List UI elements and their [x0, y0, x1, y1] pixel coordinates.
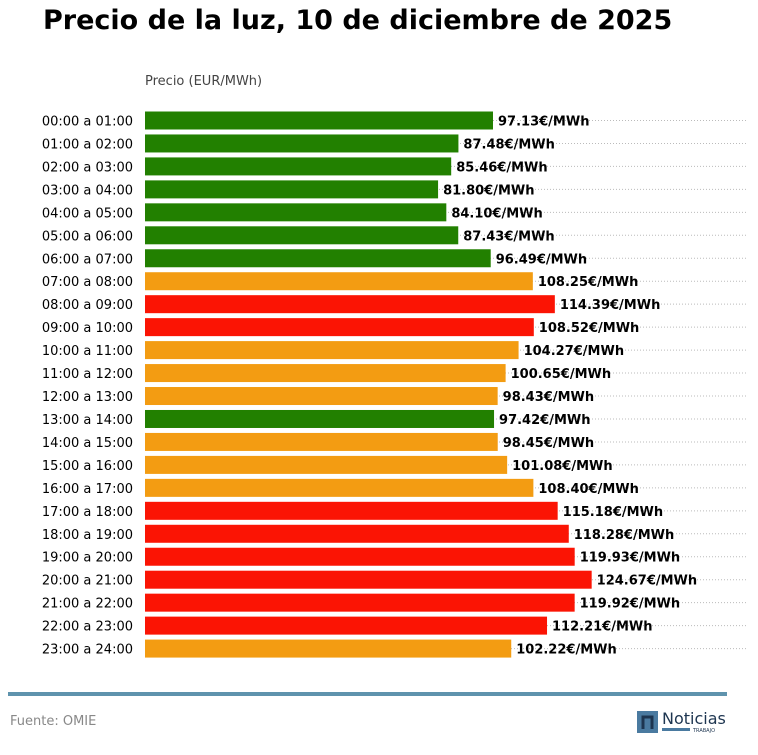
value-label: 81.80€/MWh	[443, 183, 534, 198]
value-label: 87.43€/MWh	[463, 229, 554, 244]
value-label: 97.42€/MWh	[499, 413, 590, 428]
bar	[145, 432, 498, 451]
bar	[145, 180, 439, 199]
value-label: 98.45€/MWh	[503, 436, 594, 451]
category-tick-label: 17:00 a 18:00	[42, 505, 133, 520]
value-label: 108.25€/MWh	[538, 275, 639, 290]
value-label: 118.28€/MWh	[574, 528, 675, 543]
category-tick-label: 09:00 a 10:00	[42, 321, 133, 336]
category-tick-label: 06:00 a 07:00	[42, 252, 133, 267]
bar	[145, 226, 459, 245]
value-label: 84.10€/MWh	[451, 206, 542, 221]
bar	[145, 134, 459, 153]
value-label: 108.40€/MWh	[538, 482, 639, 497]
category-tick-label: 10:00 a 11:00	[42, 344, 133, 359]
bar	[145, 111, 493, 130]
bar	[145, 593, 575, 612]
x-axis-label: Precio (EUR/MWh)	[145, 74, 263, 89]
bar	[145, 455, 508, 474]
category-tick-label: 08:00 a 09:00	[42, 298, 133, 313]
value-label: 112.21€/MWh	[552, 620, 653, 635]
bar	[145, 272, 533, 291]
value-label: 100.65€/MWh	[511, 367, 612, 382]
bar	[145, 364, 506, 383]
bar	[145, 501, 558, 520]
category-tick-label: 04:00 a 05:00	[42, 206, 133, 221]
category-tick-label: 07:00 a 08:00	[42, 275, 133, 290]
category-tick-label: 19:00 a 20:00	[42, 551, 133, 566]
category-tick-label: 02:00 a 03:00	[42, 160, 133, 175]
bar	[145, 409, 495, 428]
value-label: 102.22€/MWh	[516, 643, 617, 658]
category-tick-label: 22:00 a 23:00	[42, 620, 133, 635]
category-tick-label: 18:00 a 19:00	[42, 528, 133, 543]
category-tick-label: 23:00 a 24:00	[42, 643, 133, 658]
source-note: Fuente: OMIE	[10, 714, 97, 729]
category-tick-label: 21:00 a 22:00	[42, 597, 133, 612]
bar	[145, 249, 491, 268]
bar-chart: 00:00 a 01:00 97.13€/MWh 01:00 a 02:00 87.4…	[42, 111, 748, 658]
value-label: 108.52€/MWh	[539, 321, 640, 336]
bar	[145, 203, 447, 222]
bar	[145, 318, 534, 337]
category-tick-label: 03:00 a 04:00	[42, 183, 133, 198]
value-label: 98.43€/MWh	[503, 390, 594, 405]
value-label: 115.18€/MWh	[563, 505, 664, 520]
category-tick-label: 12:00 a 13:00	[42, 390, 133, 405]
footer-divider	[8, 692, 727, 696]
bar	[145, 157, 452, 176]
bar	[145, 616, 548, 635]
value-label: 119.92€/MWh	[580, 597, 681, 612]
category-tick-label: 15:00 a 16:00	[42, 459, 133, 474]
value-label: 104.27€/MWh	[524, 344, 625, 359]
svg-text:Noticias: Noticias	[662, 709, 726, 728]
bar	[145, 341, 519, 360]
category-tick-label: 14:00 a 15:00	[42, 436, 133, 451]
noticias-trabajo-logo: Noticias TRABAJO	[637, 709, 726, 734]
value-label: 87.48€/MWh	[463, 137, 554, 152]
bar	[145, 524, 569, 543]
bar	[145, 547, 575, 566]
value-label: 119.93€/MWh	[580, 551, 681, 566]
value-label: 124.67€/MWh	[597, 574, 698, 589]
svg-text:TRABAJO: TRABAJO	[692, 728, 715, 734]
chart-title: Precio de la luz, 10 de diciembre de 202…	[43, 5, 673, 36]
category-tick-label: 00:00 a 01:00	[42, 115, 133, 130]
bar	[145, 570, 592, 589]
category-tick-label: 05:00 a 06:00	[42, 229, 133, 244]
value-label: 85.46€/MWh	[456, 160, 547, 175]
bar	[145, 639, 512, 658]
category-tick-label: 11:00 a 12:00	[42, 367, 133, 382]
bar	[145, 478, 534, 497]
bar	[145, 387, 498, 406]
category-tick-label: 01:00 a 02:00	[42, 137, 133, 152]
value-label: 96.49€/MWh	[496, 252, 587, 267]
bar	[145, 295, 555, 314]
value-label: 114.39€/MWh	[560, 298, 661, 313]
category-tick-label: 13:00 a 14:00	[42, 413, 133, 428]
value-label: 101.08€/MWh	[512, 459, 613, 474]
value-label: 97.13€/MWh	[498, 115, 589, 130]
category-tick-label: 20:00 a 21:00	[42, 574, 133, 589]
category-tick-label: 16:00 a 17:00	[42, 482, 133, 497]
